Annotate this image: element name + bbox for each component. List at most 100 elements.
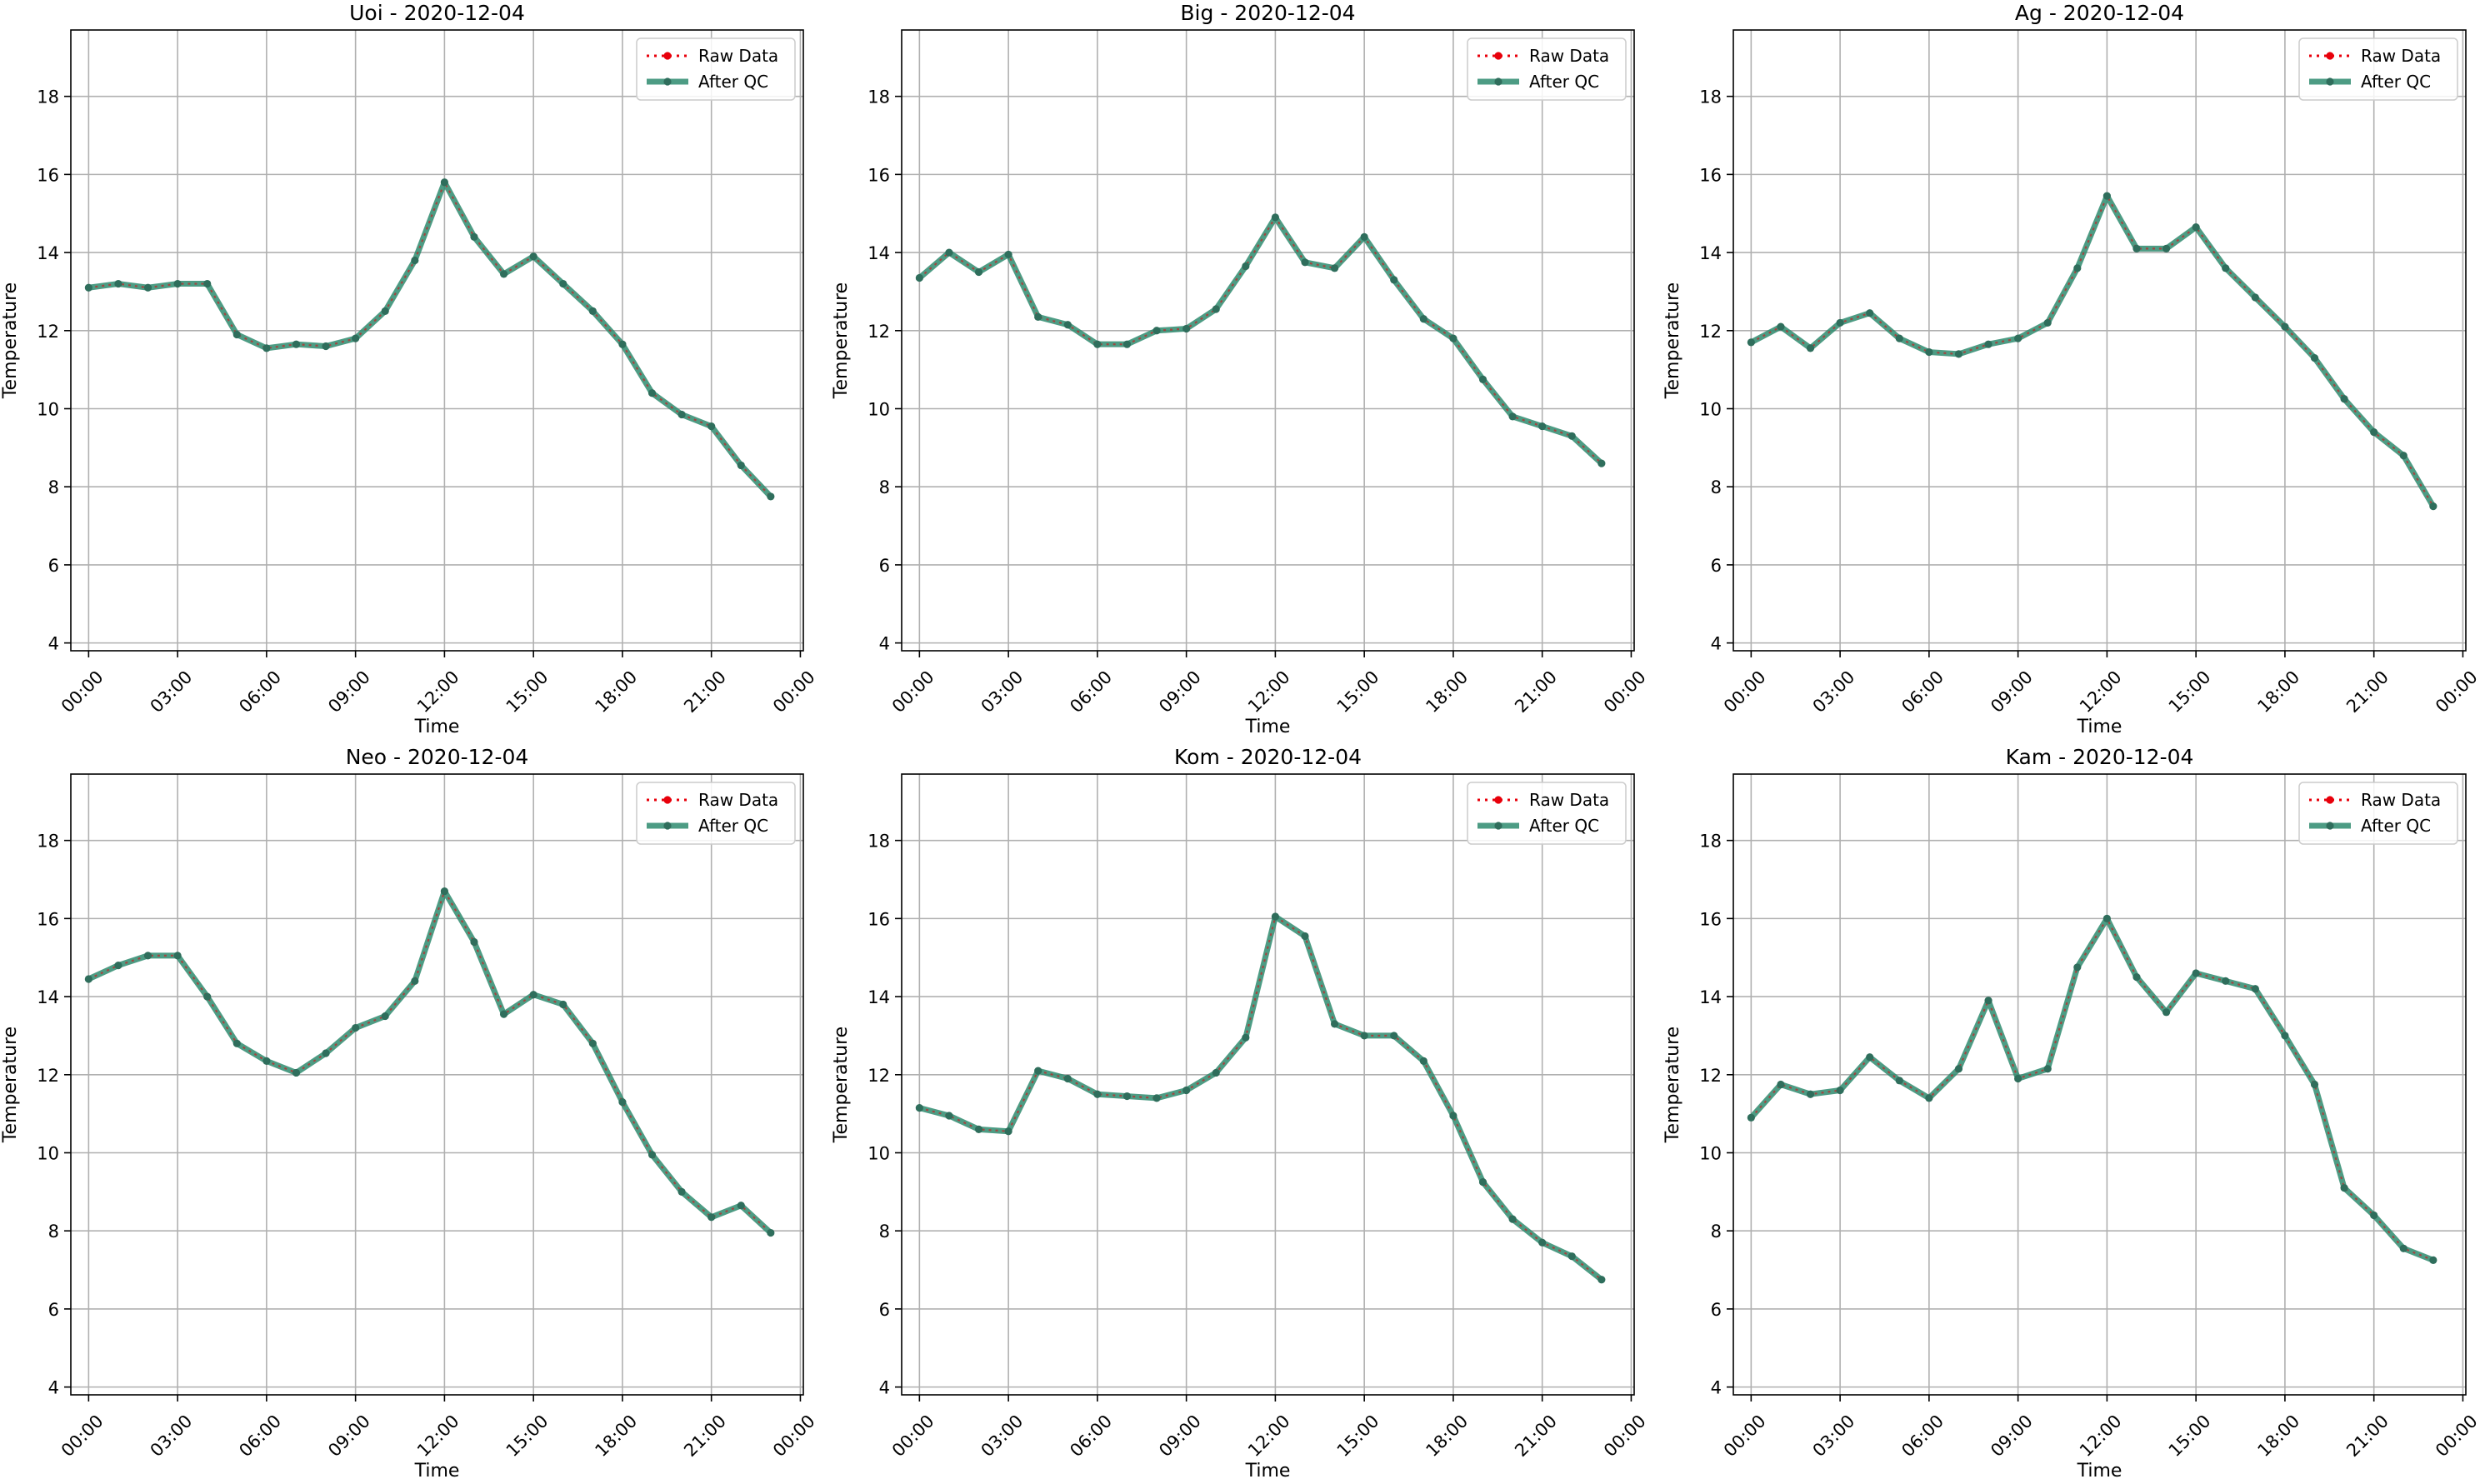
data-point xyxy=(2340,1184,2348,1192)
series-after-qc-line xyxy=(87,888,773,1236)
y-tick-label: 4 xyxy=(48,1378,59,1398)
data-point xyxy=(1360,1032,1368,1040)
y-axis-ticks: 4 6 8 10 12 14 16 18 xyxy=(1699,87,2466,654)
y-tick-label: 12 xyxy=(1699,1066,1722,1086)
data-point xyxy=(292,340,301,348)
data-point xyxy=(1182,324,1191,333)
data-point xyxy=(381,307,389,315)
y-tick-label: 18 xyxy=(1699,87,1722,107)
x-tick-label: 09:00 xyxy=(1155,667,1205,717)
data-point xyxy=(1301,932,1309,941)
x-axis-label: Time xyxy=(2077,1461,2122,1482)
x-tick-label: 00:00 xyxy=(1600,667,1650,717)
x-tick-label: 06:00 xyxy=(1898,1411,1948,1461)
data-point xyxy=(529,252,538,261)
data-point xyxy=(678,1187,686,1196)
subplot-2: Ag - 2020-12-04 4 6 8 10 12 14 16 18 00:00 03:00 06… xyxy=(1662,1,2482,737)
y-tick-label: 10 xyxy=(1699,399,1722,419)
data-point xyxy=(2192,223,2200,232)
axes-frame xyxy=(1732,773,2467,1396)
data-point xyxy=(1360,232,1368,241)
data-point xyxy=(559,279,568,288)
x-axis-label: Time xyxy=(1245,1461,1291,1482)
data-points xyxy=(915,912,1606,1284)
y-tick-label: 12 xyxy=(868,1066,890,1086)
data-point xyxy=(1954,1065,1963,1073)
data-point xyxy=(529,991,538,999)
y-tick-label: 12 xyxy=(1699,322,1722,342)
x-tick-label: 12:00 xyxy=(1244,667,1294,717)
data-point xyxy=(648,1151,657,1159)
data-point xyxy=(559,1000,568,1009)
y-tick-label: 10 xyxy=(37,1143,59,1163)
legend-raw-marker xyxy=(2326,796,2334,804)
axes-frame xyxy=(901,773,1635,1396)
x-tick-label: 00:00 xyxy=(769,1411,819,1461)
data-point xyxy=(440,178,448,187)
y-tick-label: 10 xyxy=(1699,1143,1722,1163)
data-point xyxy=(352,1023,360,1032)
data-point xyxy=(737,461,745,470)
x-axis-ticks: 00:00 03:00 06:00 09:00 12:00 15:00 18:00 21:00… xyxy=(888,774,1650,1461)
data-point xyxy=(114,961,122,970)
x-tick-label: 21:00 xyxy=(680,667,730,717)
x-tick-label: 09:00 xyxy=(1155,1411,1205,1461)
data-point xyxy=(1152,327,1161,335)
x-tick-label: 21:00 xyxy=(680,1411,730,1461)
subplot-title: Ag - 2020-12-04 xyxy=(2015,1,2184,25)
y-tick-label: 14 xyxy=(1699,987,1722,1007)
x-axis-ticks: 00:00 03:00 06:00 09:00 12:00 15:00 18:00 21:00… xyxy=(1720,774,2482,1461)
data-point xyxy=(678,410,686,419)
x-tick-label: 09:00 xyxy=(324,667,374,717)
x-tick-label: 00:00 xyxy=(769,667,819,717)
data-point xyxy=(945,248,953,257)
data-point xyxy=(322,1049,330,1057)
data-point xyxy=(767,492,775,501)
y-tick-label: 16 xyxy=(37,909,59,929)
legend: Raw Data After QC xyxy=(1467,37,1627,101)
x-tick-label: 03:00 xyxy=(978,667,1028,717)
x-tick-label: 12:00 xyxy=(1244,1411,1294,1461)
y-tick-label: 18 xyxy=(868,832,890,852)
series-after-qc-line xyxy=(918,214,1604,466)
data-point xyxy=(322,342,330,351)
series-raw-data-line xyxy=(918,215,1602,464)
legend-raw-label: Raw Data xyxy=(2361,46,2441,66)
data-point xyxy=(1063,1074,1072,1083)
y-tick-label: 4 xyxy=(1711,1378,1722,1398)
y-tick-label: 8 xyxy=(879,1222,890,1242)
data-point xyxy=(1212,305,1220,313)
data-point xyxy=(173,952,182,960)
x-axis-label: Time xyxy=(414,717,460,737)
data-point xyxy=(974,1125,983,1133)
data-point xyxy=(1806,344,1815,352)
data-point xyxy=(1806,1090,1815,1098)
x-tick-label: 03:00 xyxy=(1809,667,1859,717)
data-point xyxy=(499,1010,508,1018)
legend: Raw Data After QC xyxy=(1467,782,1627,845)
data-point xyxy=(1508,1215,1517,1223)
data-point xyxy=(1182,1086,1191,1095)
data-point xyxy=(2132,973,2141,982)
subplot-title: Big - 2020-12-04 xyxy=(1180,1,1355,25)
x-tick-label: 12:00 xyxy=(413,667,463,717)
axes-frame xyxy=(70,29,804,652)
legend-qc-marker xyxy=(663,77,672,86)
x-tick-label: 03:00 xyxy=(978,1411,1028,1461)
data-point xyxy=(1954,350,1963,358)
x-tick-label: 03:00 xyxy=(147,667,197,717)
data-point xyxy=(1747,1113,1755,1122)
y-axis-ticks: 4 6 8 10 12 14 16 18 xyxy=(37,87,803,654)
y-tick-label: 12 xyxy=(37,322,59,342)
data-point xyxy=(2192,969,2200,977)
data-point xyxy=(2281,1032,2289,1040)
x-tick-label: 18:00 xyxy=(1422,667,1472,717)
data-point xyxy=(2073,264,2082,272)
axes-frame xyxy=(901,29,1635,652)
x-tick-label: 12:00 xyxy=(2076,1411,2126,1461)
legend: Raw Data After QC xyxy=(636,37,796,101)
data-point xyxy=(1004,1127,1012,1136)
legend-raw-label: Raw Data xyxy=(698,790,778,810)
x-tick-label: 21:00 xyxy=(2342,667,2392,717)
